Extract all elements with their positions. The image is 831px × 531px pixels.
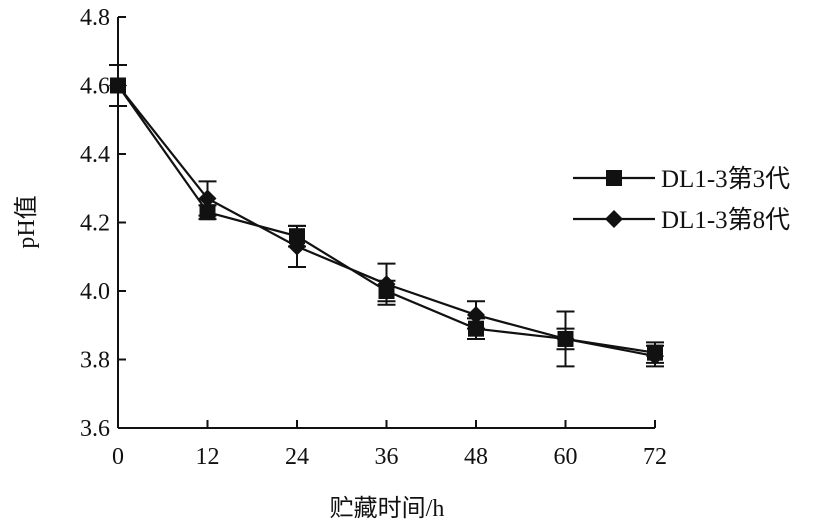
data-point	[198, 189, 217, 208]
data-point	[109, 76, 127, 95]
legend-marker	[606, 170, 622, 186]
x-tick-label: 24	[285, 444, 309, 470]
x-tick-label: 60	[554, 444, 578, 470]
x-tick-label: 12	[196, 444, 220, 470]
x-tick-label: 72	[643, 444, 667, 470]
y-tick-label: 4.6	[80, 74, 110, 100]
data-point	[556, 329, 575, 348]
series-line	[117, 84, 656, 358]
x-axis-ticks: 0 12 24 36 48 60 72	[112, 420, 667, 470]
data-point	[377, 275, 396, 294]
series-layer	[109, 63, 664, 368]
legend: DL1-3第3代 DL1-3第8代	[573, 165, 790, 234]
x-tick-label: 0	[112, 444, 124, 470]
y-tick-label: 4.0	[80, 279, 110, 305]
series-1	[109, 63, 664, 364]
legend-label: DL1-3第8代	[661, 206, 790, 234]
x-tick-label: 36	[375, 444, 399, 470]
y-axis-title: pH值	[13, 195, 40, 248]
y-tick-label: 4.2	[80, 211, 110, 237]
y-tick-label: 4.8	[80, 5, 110, 31]
y-tick-label: 3.8	[80, 348, 110, 374]
data-point	[288, 237, 306, 256]
y-tick-label: 3.6	[80, 416, 110, 442]
y-axis-ticks: 3.6 3.8 4.0 4.2 4.4 4.6 4.8	[80, 5, 126, 442]
data-point	[646, 347, 664, 366]
y-tick-label: 4.4	[80, 142, 110, 168]
x-axis-title: 贮藏时间/h	[330, 495, 445, 522]
data-point	[467, 305, 485, 324]
x-tick-label: 48	[464, 444, 488, 470]
series-2	[109, 63, 664, 368]
legend-marker	[605, 210, 623, 228]
legend-label: DL1-3第3代	[661, 165, 790, 193]
